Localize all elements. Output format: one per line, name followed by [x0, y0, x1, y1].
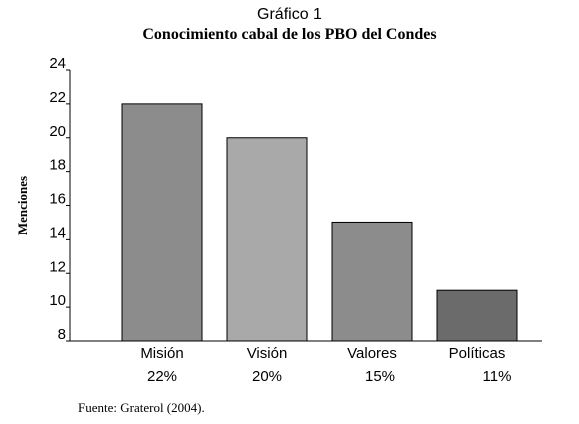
y-tick-label: 20: [49, 123, 66, 140]
y-tick-label: 22: [49, 89, 66, 106]
percent-label: 20%: [252, 368, 282, 385]
percent-label: 11%: [483, 368, 512, 385]
x-category-label: Visión: [247, 345, 288, 362]
figure-label: Gráfico 1: [257, 6, 322, 23]
y-tick-label: 14: [49, 224, 66, 241]
y-tick-label: 12: [49, 258, 66, 275]
bar-políticas: [436, 289, 518, 342]
x-category-label: Valores: [347, 345, 397, 362]
bar-valores: [331, 221, 413, 342]
y-tick-label: 24: [49, 55, 66, 72]
bars-layer: [121, 103, 518, 342]
category-labels-layer: Misión 22% Visión 20% Valores 15% Políticas 11%: [140, 345, 511, 385]
source-note: Fuente: Graterol (2004).: [78, 400, 205, 415]
y-tick-label: 16: [49, 191, 66, 208]
bar-misión: [121, 103, 203, 342]
y-tick-label: 10: [49, 292, 66, 309]
y-tick-label: 18: [49, 157, 66, 174]
bar-visión: [226, 137, 308, 342]
percent-label: 15%: [365, 368, 395, 385]
y-tick-label: 8: [58, 326, 66, 343]
chart-title: Conocimiento cabal de los PBO del Condes: [142, 26, 437, 43]
percent-label: 22%: [147, 368, 177, 385]
y-axis-label: Menciones: [15, 176, 30, 235]
x-category-label: Misión: [140, 345, 183, 362]
x-category-label: Políticas: [449, 345, 506, 362]
y-ticks-layer: 8 10 12 14 16 18 20 22 24: [49, 55, 70, 343]
